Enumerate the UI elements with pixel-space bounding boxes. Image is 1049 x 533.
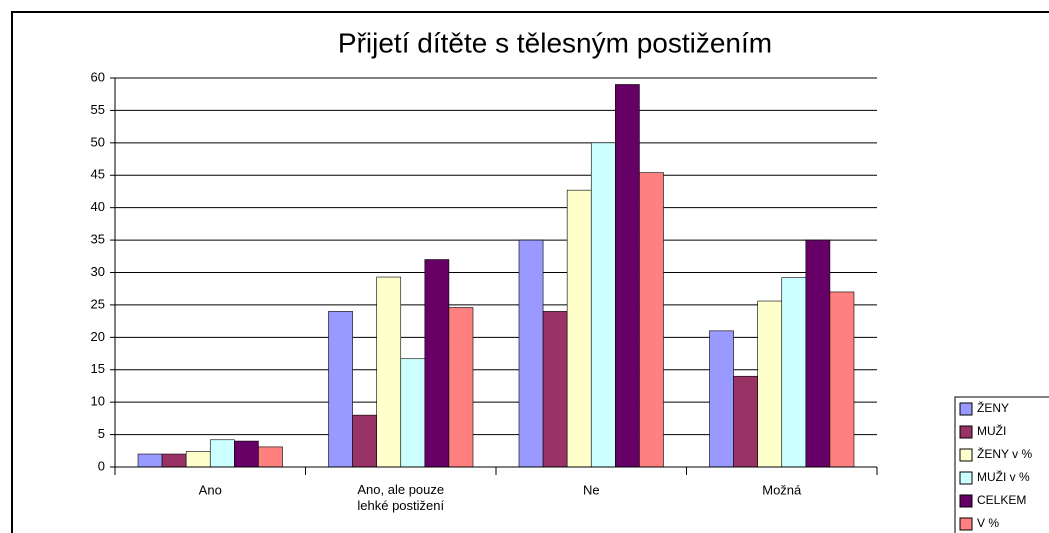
y-tick-label: 20 bbox=[91, 329, 105, 344]
bar bbox=[400, 358, 426, 468]
legend-swatch bbox=[959, 494, 973, 508]
bar bbox=[829, 291, 855, 468]
y-tick-label: 55 bbox=[91, 102, 105, 117]
x-tick-label: Ano, ale pouze lehké postižení bbox=[357, 482, 444, 513]
y-tick-label: 5 bbox=[98, 426, 105, 441]
bar bbox=[518, 239, 544, 468]
y-tick-label: 40 bbox=[91, 199, 105, 214]
bar bbox=[566, 189, 592, 468]
bar bbox=[258, 446, 283, 468]
legend-swatch bbox=[959, 448, 973, 462]
bar bbox=[448, 307, 474, 468]
bar bbox=[234, 440, 259, 468]
bar bbox=[161, 453, 187, 468]
legend-swatch bbox=[959, 402, 973, 416]
legend-label: V % bbox=[977, 516, 999, 530]
legend-label: ŽENY bbox=[977, 400, 1009, 415]
y-tick-label: 25 bbox=[91, 296, 105, 311]
y-tick-label: 0 bbox=[98, 458, 105, 473]
bar bbox=[185, 451, 211, 468]
y-tick-label: 35 bbox=[91, 232, 105, 247]
bar bbox=[615, 84, 640, 468]
y-tick-label: 15 bbox=[91, 361, 105, 376]
legend-label: ŽENY v % bbox=[977, 446, 1032, 461]
bar bbox=[209, 439, 235, 468]
legend-box bbox=[954, 396, 1049, 533]
y-tick-label: 60 bbox=[91, 69, 105, 84]
bar bbox=[424, 259, 450, 468]
y-tick-label: 45 bbox=[91, 167, 105, 182]
bar bbox=[137, 453, 163, 468]
legend-label: CELKEM bbox=[977, 493, 1026, 507]
bar bbox=[328, 311, 353, 468]
bar bbox=[542, 311, 568, 468]
x-tick-label: Možná bbox=[762, 482, 802, 497]
legend-label: MUŽI v % bbox=[977, 469, 1030, 484]
legend-swatch bbox=[959, 471, 973, 485]
bar bbox=[639, 172, 664, 468]
bar bbox=[757, 300, 783, 468]
x-tick-label: Ne bbox=[583, 482, 600, 497]
legend-swatch bbox=[959, 517, 973, 531]
chart-title: Přijetí dítěte s tělesným postižením bbox=[338, 27, 772, 58]
y-tick-label: 50 bbox=[91, 134, 105, 149]
x-tick-label: Ano bbox=[199, 482, 222, 497]
bar bbox=[376, 276, 402, 468]
y-tick-label: 10 bbox=[91, 394, 105, 409]
bar bbox=[805, 239, 831, 468]
bar bbox=[709, 330, 734, 468]
legend-label: MUŽI bbox=[977, 423, 1006, 438]
bar bbox=[781, 277, 807, 468]
bar bbox=[733, 375, 758, 468]
legend-swatch bbox=[959, 425, 973, 439]
bar bbox=[590, 142, 616, 468]
y-tick-label: 30 bbox=[91, 264, 105, 279]
bar bbox=[352, 414, 377, 468]
